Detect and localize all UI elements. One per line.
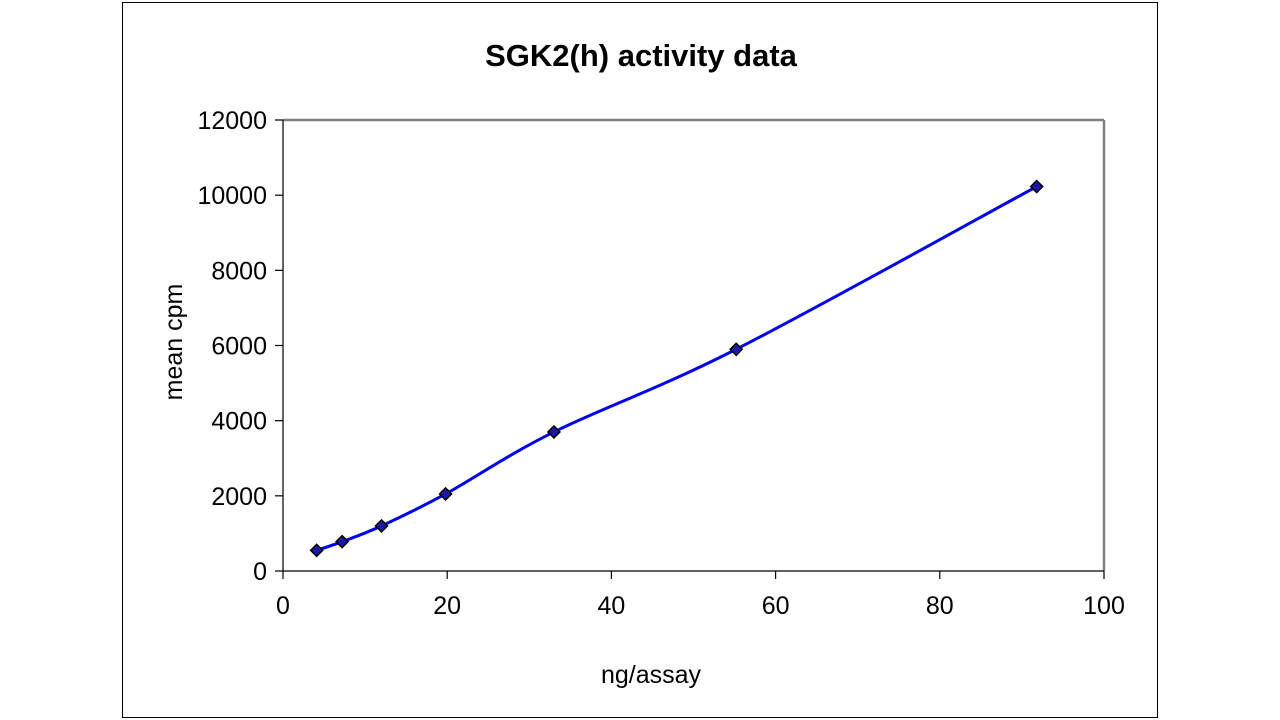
plot-area: 0 2000 4000 6000 8000 10000 12000 0 20 40 60 80 100: [197, 107, 1124, 620]
y-tick-label: 2000: [211, 483, 267, 511]
x-tick-label: 0: [276, 592, 290, 620]
y-tick-label: 0: [253, 558, 267, 586]
y-axis-title: mean cpm: [160, 284, 188, 401]
y-tick-label: 4000: [211, 408, 267, 436]
data-point: [546, 424, 561, 440]
data-point: [335, 534, 350, 549]
series-line: [316, 185, 1038, 552]
data-point: [438, 486, 453, 502]
y-tick-label: 10000: [197, 182, 267, 210]
x-tick-label: 20: [433, 592, 461, 620]
data-point: [309, 543, 324, 558]
data-point: [1029, 179, 1044, 194]
data-point: [729, 342, 744, 357]
chart-frame: [122, 2, 1158, 718]
data-point: [374, 518, 389, 533]
y-tick-label: 6000: [211, 333, 267, 361]
x-tick-label: 40: [597, 592, 625, 620]
y-tick-label: 12000: [197, 107, 267, 135]
x-tick-label: 100: [1083, 592, 1125, 620]
x-axis-title: ng/assay: [601, 661, 702, 689]
x-tick-label: 60: [762, 592, 790, 620]
y-tick-label: 8000: [211, 257, 267, 285]
x-tick-label: 80: [926, 592, 954, 620]
chart-title: SGK2(h) activity data: [485, 38, 798, 73]
